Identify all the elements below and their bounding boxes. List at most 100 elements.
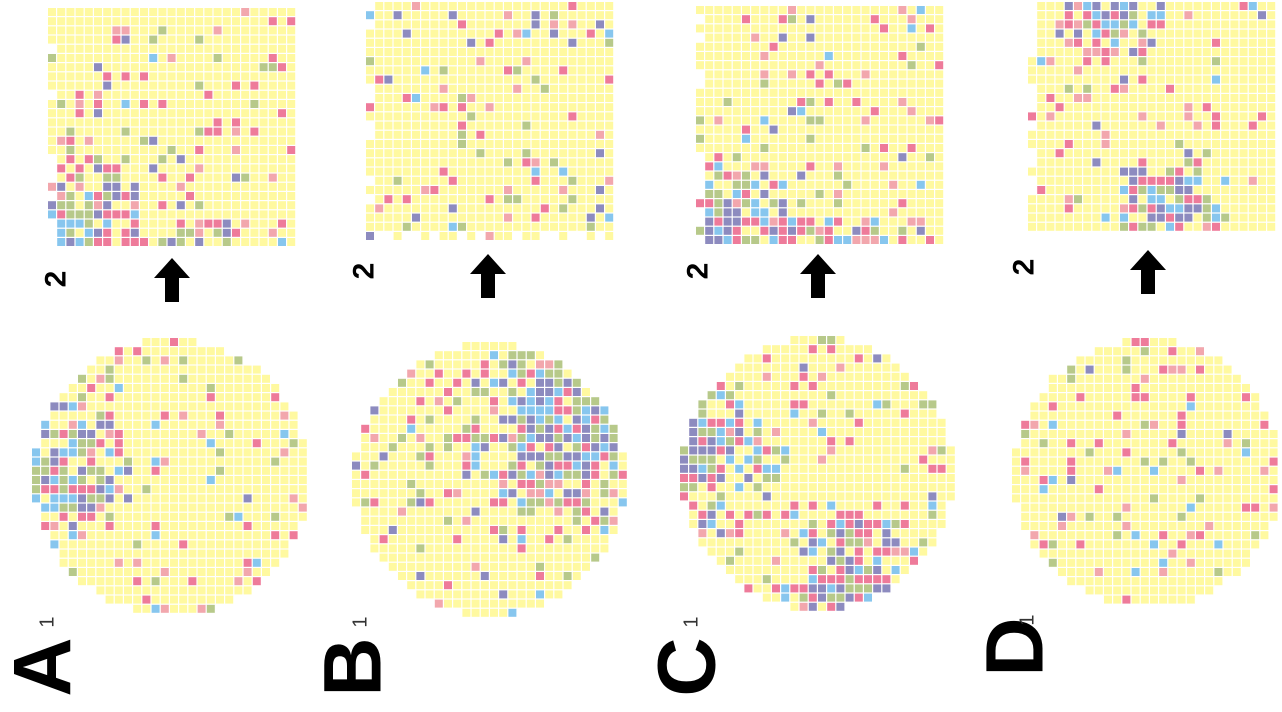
die-cell xyxy=(531,112,540,121)
die-cell xyxy=(151,457,160,466)
die-cell xyxy=(873,382,882,390)
die-cell xyxy=(375,195,384,204)
die-cell xyxy=(596,84,604,93)
die-cell xyxy=(114,439,123,448)
die-cell xyxy=(225,540,234,549)
die-cell xyxy=(78,411,86,420)
die-cell xyxy=(480,342,489,350)
die-cell xyxy=(818,336,826,344)
die-cell xyxy=(1168,430,1177,438)
die-cell xyxy=(1214,356,1223,365)
die-cell xyxy=(41,420,50,429)
die-cell xyxy=(1177,558,1186,567)
die-cell xyxy=(781,446,790,455)
die-cell xyxy=(1131,356,1140,365)
die-cell xyxy=(891,391,900,400)
die-cell xyxy=(494,66,503,75)
die-cell xyxy=(448,20,457,29)
die-cell xyxy=(421,186,430,194)
die-cell xyxy=(250,17,259,26)
die-cell xyxy=(398,489,406,498)
die-cell xyxy=(1159,503,1168,512)
die-cell xyxy=(772,593,780,602)
die-cell xyxy=(151,540,160,549)
die-cell xyxy=(1140,476,1149,484)
die-cell xyxy=(815,236,824,244)
die-cell xyxy=(366,140,374,148)
die-cell xyxy=(176,81,185,90)
die-cell xyxy=(186,136,194,145)
die-cell xyxy=(815,125,824,134)
die-cell xyxy=(170,393,178,402)
die-cell xyxy=(1085,494,1094,503)
die-cell xyxy=(142,430,151,438)
die-cell xyxy=(448,186,457,194)
die-cell xyxy=(1094,522,1103,530)
die-cell xyxy=(176,35,185,44)
die-cell xyxy=(379,406,388,415)
die-cell xyxy=(412,112,420,121)
die-cell xyxy=(103,136,112,145)
die-cell xyxy=(882,529,891,538)
die-cell xyxy=(806,88,815,97)
die-cell xyxy=(222,136,231,145)
die-cell xyxy=(1113,485,1122,494)
die-cell xyxy=(1058,540,1066,549)
die-cell xyxy=(140,44,148,53)
die-cell xyxy=(716,446,725,455)
die-cell xyxy=(151,549,160,558)
die-cell xyxy=(751,15,760,24)
die-cell xyxy=(379,553,388,562)
die-cell xyxy=(910,538,918,547)
die-cell xyxy=(1166,20,1174,29)
die-cell xyxy=(723,6,732,14)
die-cell xyxy=(439,186,448,194)
die-cell xyxy=(271,448,280,457)
die-cell xyxy=(96,466,105,475)
die-cell xyxy=(723,125,732,134)
die-cell xyxy=(1083,57,1092,66)
die-cell xyxy=(1212,38,1220,47)
die-cell xyxy=(167,100,176,108)
die-cell xyxy=(891,510,900,519)
die-cell xyxy=(186,173,194,182)
die-cell xyxy=(889,116,898,125)
die-cell xyxy=(1159,540,1168,549)
die-cell xyxy=(361,424,370,433)
die-cell xyxy=(458,186,466,194)
die-cell xyxy=(726,400,734,409)
die-cell xyxy=(50,430,59,438)
die-cell xyxy=(412,167,420,176)
die-cell xyxy=(105,430,114,438)
die-cell xyxy=(197,476,206,484)
die-cell xyxy=(880,153,888,162)
die-cell xyxy=(430,195,439,204)
die-cell xyxy=(723,52,732,60)
panel-b-wafer-map-before xyxy=(352,342,627,617)
die-cell xyxy=(124,531,132,540)
die-cell xyxy=(1223,485,1232,494)
die-cell xyxy=(259,192,268,200)
die-cell xyxy=(402,149,411,158)
die-cell xyxy=(781,483,790,492)
die-cell xyxy=(206,595,215,604)
die-cell xyxy=(186,155,194,164)
die-cell xyxy=(1039,522,1048,530)
die-cell xyxy=(526,369,535,378)
die-cell xyxy=(799,464,808,473)
die-cell xyxy=(723,107,732,116)
die-cell xyxy=(57,164,66,173)
die-cell xyxy=(1248,20,1257,29)
die-cell xyxy=(550,149,558,158)
die-cell xyxy=(1168,402,1177,411)
die-cell xyxy=(1083,29,1092,38)
die-cell xyxy=(402,103,411,112)
die-cell xyxy=(234,430,243,438)
die-cell xyxy=(234,577,243,586)
die-cell xyxy=(1251,512,1260,521)
die-cell xyxy=(1221,11,1230,20)
die-cell xyxy=(66,35,75,44)
die-cell xyxy=(499,553,508,562)
die-cell xyxy=(170,374,178,383)
die-cell xyxy=(1067,365,1076,374)
